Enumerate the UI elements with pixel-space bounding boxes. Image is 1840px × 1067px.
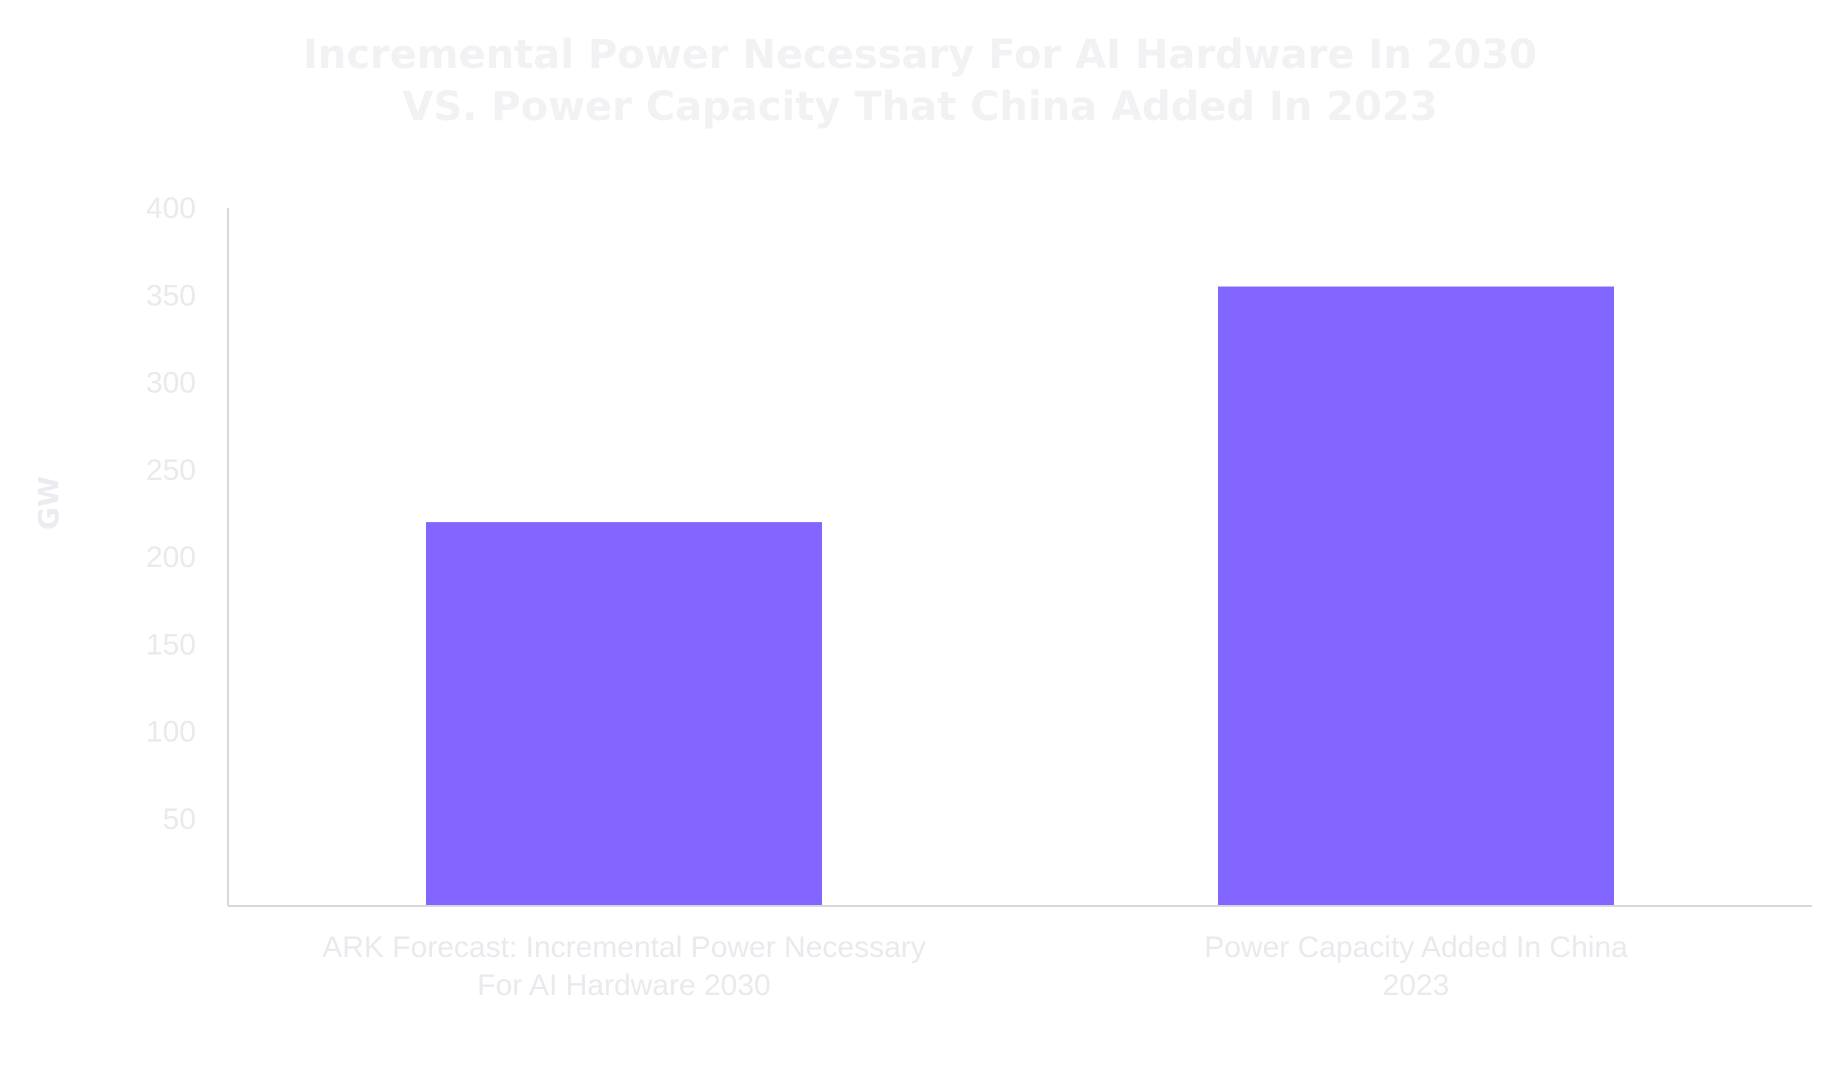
chart-title-line-2: VS. Power Capacity That China Added In 2… [402, 84, 1437, 130]
x-axis-categories: ARK Forecast: Incremental Power Necessar… [322, 931, 1628, 1002]
x-category-label: 2023 [1383, 969, 1450, 1002]
y-tick-label: 300 [146, 367, 196, 400]
y-axis-label: GW [32, 476, 65, 530]
chart-title: Incremental Power Necessary For AI Hardw… [303, 32, 1537, 130]
y-tick-label: 250 [146, 454, 196, 487]
axes [227, 208, 1812, 907]
x-category-label: For AI Hardware 2030 [477, 969, 770, 1002]
x-category-label: ARK Forecast: Incremental Power Necessar… [322, 931, 926, 964]
y-tick-label: 50 [163, 803, 196, 836]
y-tick-label: 400 [146, 192, 196, 225]
chart-title-line-1: Incremental Power Necessary For AI Hardw… [303, 32, 1537, 78]
bars [426, 286, 1614, 906]
y-tick-label: 350 [146, 279, 196, 312]
bar-2 [1218, 286, 1614, 906]
bar-1 [426, 522, 822, 906]
y-tick-label: 200 [146, 541, 196, 574]
x-category-label: Power Capacity Added In China [1204, 931, 1628, 964]
y-axis-ticks: 50 100 150 200 250 300 350 400 [146, 192, 196, 836]
y-tick-label: 100 [146, 716, 196, 749]
y-tick-label: 150 [146, 628, 196, 661]
